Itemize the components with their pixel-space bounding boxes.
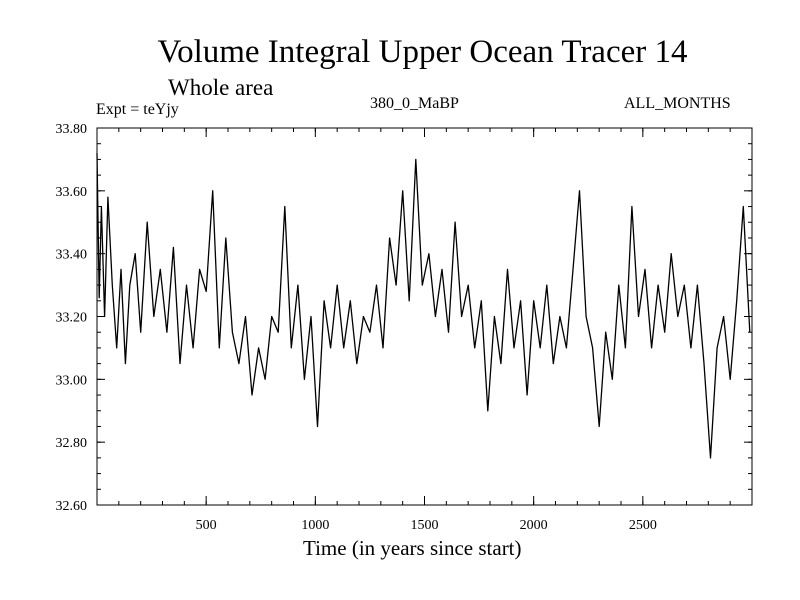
x-tick-label: 1500: [411, 518, 439, 533]
run-label: 380_0_MaBP: [370, 95, 459, 112]
experiment-label: Expt = teYjy: [96, 101, 179, 118]
x-tick-label: 1000: [301, 518, 329, 533]
y-tick-label: 32.80: [56, 436, 88, 451]
y-tick-label: 32.60: [56, 499, 88, 514]
y-tick-label: 33.60: [56, 185, 88, 200]
y-tick-label: 33.20: [56, 311, 88, 326]
y-tick-label: 33.00: [56, 373, 88, 388]
months-label: ALL_MONTHS: [624, 95, 731, 112]
x-tick-label: 2500: [629, 518, 657, 533]
data-layer: [96, 153, 751, 459]
x-tick-label: 2000: [520, 518, 548, 533]
chart-subtitle: Whole area: [168, 75, 274, 100]
y-tick-label: 33.40: [56, 248, 88, 263]
x-axis-label: Time (in years since start): [303, 536, 522, 560]
series-line: [96, 153, 751, 459]
chart-title: Volume Integral Upper Ocean Tracer 14: [157, 34, 688, 70]
y-tick-label: 33.80: [56, 122, 88, 137]
axes-layer: 32.60 32.80 33.00 33.20 33.40 33.60 33.80 500 10…: [56, 122, 752, 533]
x-tick-label: 500: [196, 518, 217, 533]
